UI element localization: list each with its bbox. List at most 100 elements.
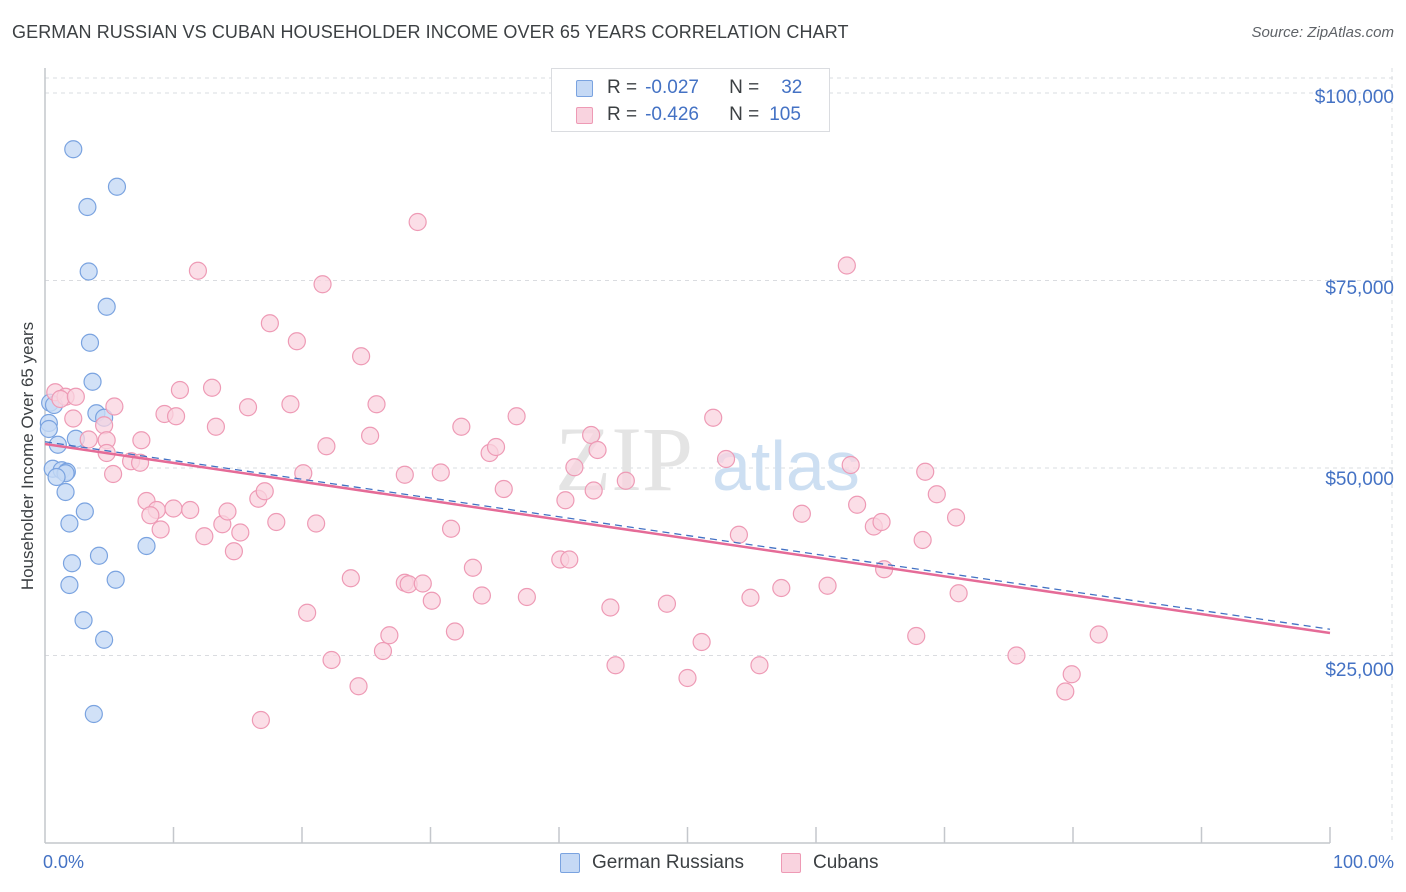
cuban-point [373, 641, 393, 661]
cuban-point [218, 502, 237, 521]
cuban-point [565, 458, 584, 477]
legend-item-german-russians[interactable]: German Russians [560, 852, 744, 874]
cuban-point [588, 440, 607, 460]
cuban-point [556, 491, 575, 510]
cuban-point [132, 431, 151, 450]
cuban-point [494, 479, 513, 499]
german-russian-point [106, 570, 125, 589]
n-value: 32 [781, 77, 803, 98]
cuban-point [716, 449, 736, 469]
cuban-point [195, 527, 214, 546]
trend-lines [44, 441, 1331, 635]
german-russian-point [80, 333, 100, 352]
german-russian-point [64, 140, 83, 159]
cuban-point [255, 482, 274, 501]
cuban-point [927, 485, 946, 504]
cuban-point [907, 626, 926, 646]
cuban-point [704, 408, 723, 427]
legend-label: German Russians [592, 852, 745, 873]
cuban-point [441, 519, 461, 538]
german-russian-point [84, 704, 103, 724]
x-min-label: 0.0% [43, 852, 85, 872]
cuban-point [408, 212, 427, 232]
german-russian-point [79, 262, 98, 281]
cuban-point [281, 395, 300, 414]
german-russians-trend-line [44, 441, 1331, 630]
german-russian-point [97, 297, 116, 316]
source-label: Source: ZipAtlas.com [1251, 24, 1394, 41]
cuban-point [729, 525, 749, 544]
r-label: R = [607, 77, 638, 98]
german-russian-point [62, 554, 82, 573]
cuban-point [507, 407, 526, 426]
cuban-point [772, 578, 791, 598]
cuban-point [224, 542, 243, 561]
german-russian-point [60, 575, 79, 595]
stats-legend: R = -0.027 N = 32 R = -0.426 N = 105 [551, 68, 830, 132]
cuban-point [64, 409, 83, 428]
blue-swatch-icon [560, 853, 580, 873]
german-russian-point [78, 197, 97, 217]
cuban-point [367, 395, 386, 414]
german-russians-points [39, 140, 156, 724]
cuban-point [848, 495, 867, 514]
german-russian-point [47, 467, 66, 487]
cuban-point [141, 506, 160, 525]
cuban-point [792, 504, 811, 523]
cuban-point [1056, 682, 1075, 701]
watermark-atlas: atlas [712, 427, 860, 505]
chart-title: GERMAN RUSSIAN VS CUBAN HOUSEHOLDER INCO… [12, 22, 849, 42]
cubans-trend-line [44, 442, 1331, 635]
y-tick-label: $100,000 [1314, 87, 1394, 108]
cuban-point [151, 520, 170, 539]
y-tick-label: $50,000 [1325, 469, 1394, 490]
cuban-point [251, 710, 270, 730]
cuban-point [606, 656, 625, 675]
cuban-point [231, 523, 250, 542]
cuban-point [445, 622, 465, 641]
german-russian-point [89, 546, 109, 565]
cuban-point [949, 584, 968, 603]
cuban-point [170, 380, 190, 400]
legend-item-cubans[interactable]: Cubans [781, 852, 879, 874]
cuban-point [341, 569, 360, 588]
german-russian-point [74, 611, 93, 630]
cuban-point [472, 586, 491, 605]
cuban-point [841, 455, 860, 475]
cuban-point [317, 437, 336, 456]
n-label: N = [729, 77, 760, 98]
cuban-point [1062, 665, 1081, 684]
german-russian-point [107, 177, 127, 196]
cuban-point [818, 576, 837, 595]
y-tick-label: $25,000 [1325, 660, 1394, 681]
watermark: ZIP atlas [555, 408, 860, 510]
cuban-point [837, 256, 856, 275]
cuban-point [95, 416, 114, 435]
german-russian-point [75, 502, 94, 521]
pink-swatch-icon [781, 853, 801, 873]
r-label: R = [607, 104, 638, 125]
cuban-point [413, 574, 432, 593]
cuban-point [267, 512, 286, 532]
cuban-point [1007, 646, 1026, 665]
cuban-point [361, 426, 380, 445]
cuban-point [750, 656, 769, 675]
cuban-point [166, 407, 186, 426]
cuban-point [298, 603, 317, 622]
cuban-point [79, 430, 98, 449]
cuban-point [741, 588, 760, 607]
cuban-point [188, 261, 208, 280]
cuban-point [181, 500, 200, 520]
cuban-point [946, 508, 966, 527]
r-value: -0.426 [645, 104, 699, 125]
cuban-point [380, 626, 399, 645]
cuban-point [872, 512, 891, 532]
cuban-point [422, 591, 441, 610]
cuban-point [51, 389, 70, 409]
cuban-point [307, 514, 326, 533]
cuban-point [431, 463, 450, 482]
y-tick-label: $75,000 [1325, 278, 1394, 299]
cuban-point [202, 378, 222, 397]
cuban-point [238, 398, 258, 417]
cuban-point [452, 417, 471, 436]
